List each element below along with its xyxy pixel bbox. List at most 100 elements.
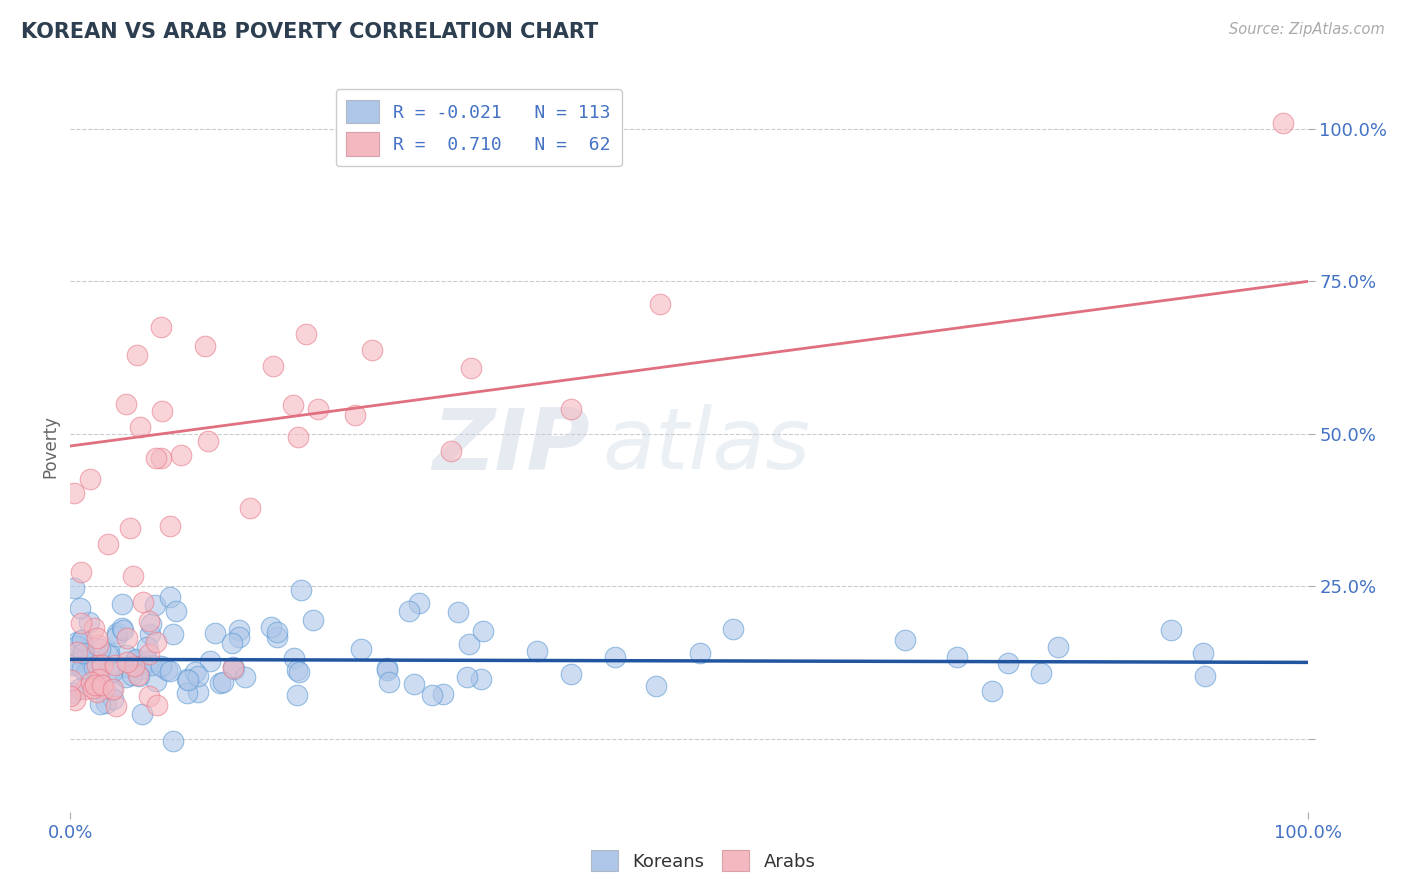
Point [83,621,105,635]
Point [945,649,967,664]
Point [603,649,626,664]
Point [997,656,1019,670]
Point [1160,623,1182,637]
Point [149,320,172,334]
Point [176,673,198,687]
Point [648,297,671,311]
Point [59,689,82,703]
Point [105,629,128,643]
Point [90,657,112,672]
Point [221,636,243,650]
Point [138,647,160,661]
Point [122,658,145,673]
Point [73,643,96,657]
Point [69,616,91,631]
Point [121,667,143,681]
Point [447,605,470,619]
Point [460,361,482,376]
Point [470,673,492,687]
Point [149,659,172,673]
Point [63,693,86,707]
Point [86,685,108,699]
Text: atlas: atlas [602,404,810,488]
Point [432,688,454,702]
Point [159,591,181,605]
Point [98,666,121,681]
Point [125,348,148,362]
Point [127,667,149,681]
Point [287,430,309,444]
Point [360,343,382,357]
Point [89,641,111,656]
Point [66,645,89,659]
Point [60,658,83,673]
Point [65,640,87,654]
Point [287,665,309,679]
Point [80,675,103,690]
Point [101,665,124,679]
Point [162,626,184,640]
Point [101,682,124,697]
Point [115,631,138,645]
Point [83,654,105,668]
Point [145,598,167,612]
Point [350,642,373,657]
Point [63,486,86,500]
Point [111,598,134,612]
Point [375,663,398,677]
Point [115,655,138,669]
Point [266,631,288,645]
Point [117,660,139,674]
Point [129,662,152,676]
Point [197,434,219,449]
Point [145,673,167,688]
Point [111,623,134,637]
Point [104,657,127,672]
Point [72,649,94,664]
Point [260,620,283,634]
Point [138,614,160,628]
Point [187,669,209,683]
Point [408,596,430,610]
Point [301,613,323,627]
Point [111,621,134,635]
Point [170,449,193,463]
Point [69,601,91,615]
Point [176,686,198,700]
Point [146,698,169,713]
Point [128,669,150,683]
Point [103,692,125,706]
Text: KOREAN VS ARAB POVERTY CORRELATION CHART: KOREAN VS ARAB POVERTY CORRELATION CHART [21,22,599,42]
Point [375,661,398,675]
Point [456,670,478,684]
Point [82,665,104,679]
Point [115,670,138,684]
Point [150,450,173,465]
Point [343,408,366,422]
Point [290,583,312,598]
Point [121,568,143,582]
Point [398,604,420,618]
Point [139,657,162,672]
Point [79,472,101,486]
Point [70,632,93,647]
Point [131,595,153,609]
Point [422,688,444,702]
Point [307,402,329,417]
Point [560,401,582,416]
Legend: Koreans, Arabs: Koreans, Arabs [583,843,823,879]
Point [138,653,160,667]
Point [83,677,105,691]
Point [97,537,120,551]
Point [114,397,136,411]
Point [184,665,207,680]
Point [94,696,117,710]
Point [283,650,305,665]
Point [86,631,108,645]
Point [91,678,114,692]
Point [84,678,107,692]
Point [526,644,548,658]
Point [145,450,167,465]
Point [82,681,104,695]
Point [125,659,148,673]
